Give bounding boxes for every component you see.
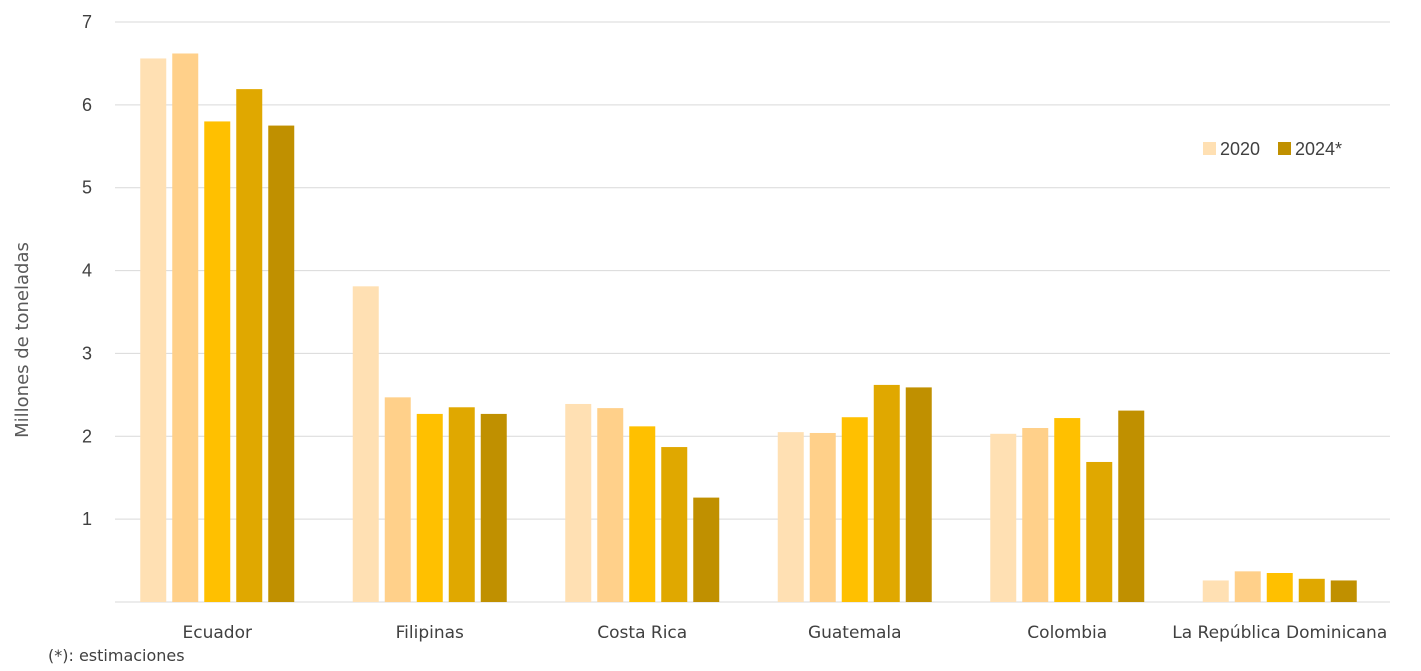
y-tick-label: 6 <box>82 95 92 115</box>
legend-label: 2024* <box>1295 139 1342 159</box>
x-category-label: Guatemala <box>808 623 902 643</box>
bar <box>809 432 836 602</box>
bar <box>236 89 263 603</box>
bar <box>204 121 231 602</box>
bar <box>140 58 167 602</box>
legend-label: 2020 <box>1220 139 1260 159</box>
bar <box>1022 428 1049 602</box>
x-category-label: Colombia <box>1027 623 1107 643</box>
legend-swatch <box>1203 142 1216 155</box>
bar <box>1054 418 1081 602</box>
bar <box>777 432 804 602</box>
gridlines <box>115 21 1390 603</box>
bar <box>1234 571 1261 602</box>
bar <box>1298 578 1325 602</box>
x-category-label: Ecuador <box>183 623 252 643</box>
y-axis-label: Millones de toneladas <box>12 242 33 438</box>
x-category-label: Costa Rica <box>597 623 687 643</box>
bar <box>172 53 199 602</box>
bar <box>873 384 900 602</box>
bar <box>480 413 507 602</box>
bar <box>1266 573 1293 602</box>
bar <box>384 397 411 602</box>
x-axis-categories: Ecuador Filipinas Costa Rica Guatemala Colom… <box>183 623 1388 643</box>
x-category-label: Filipinas <box>396 623 464 643</box>
x-category-label: La República Dominicana <box>1172 623 1387 643</box>
bar <box>661 447 688 602</box>
bar <box>905 387 932 602</box>
bar <box>1086 461 1113 602</box>
y-tick-label: 4 <box>82 261 92 281</box>
bar <box>1118 410 1145 602</box>
bar <box>1330 580 1357 602</box>
bars <box>140 53 1357 603</box>
bar <box>352 286 379 602</box>
y-axis-ticks: 1 2 3 4 5 6 7 <box>82 12 92 529</box>
bar <box>416 413 443 602</box>
legend: 2020 2024* <box>1203 139 1342 159</box>
legend-swatch <box>1278 142 1291 155</box>
bar <box>448 407 475 602</box>
bar <box>565 403 592 602</box>
bar <box>597 408 624 602</box>
y-tick-label: 1 <box>82 509 92 529</box>
bar <box>1202 580 1229 602</box>
y-tick-label: 7 <box>82 12 92 32</box>
y-tick-label: 3 <box>82 343 92 363</box>
y-tick-label: 5 <box>82 178 92 198</box>
footnote: (*): estimaciones <box>48 646 185 665</box>
bar <box>841 417 868 602</box>
bar <box>693 497 720 602</box>
bar <box>268 125 295 603</box>
bar <box>990 433 1017 602</box>
y-tick-label: 2 <box>82 426 92 446</box>
bar <box>629 426 656 602</box>
